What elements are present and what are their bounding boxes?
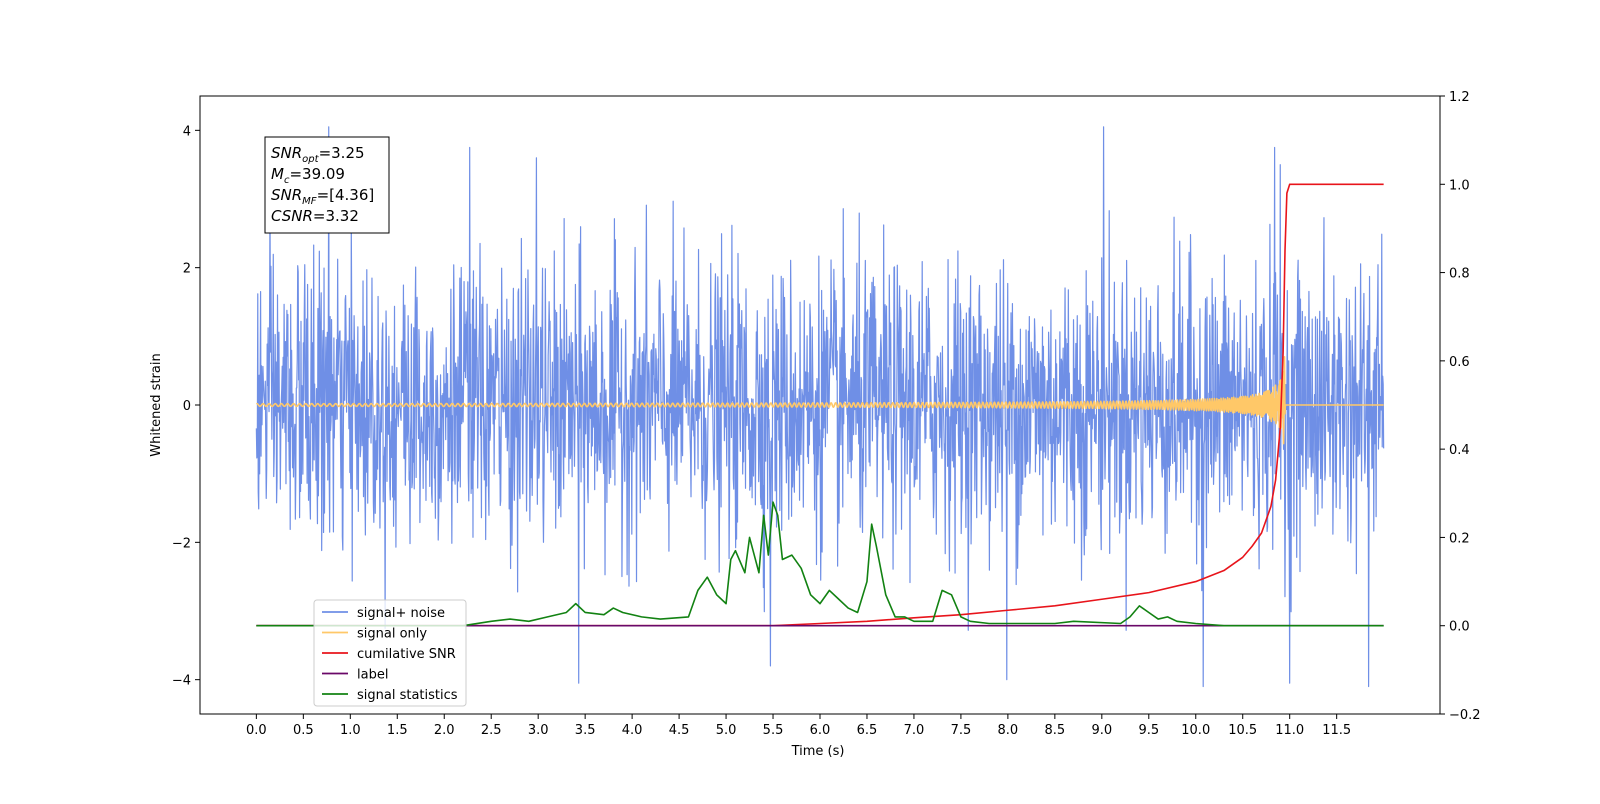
y-axis-left: −4 −2 0 2 4 <box>172 124 200 689</box>
x-tick-label: 8.0 <box>998 723 1019 738</box>
x-tick-label: 9.0 <box>1091 723 1112 738</box>
x-tick-label: 0.5 <box>293 723 314 738</box>
legend-label: cumilative SNR <box>357 647 456 662</box>
x-axis: 0.0 0.5 1.0 1.5 2.0 2.5 3.0 3.5 4.0 4.5 5.0 5.5 6.0 6… <box>246 714 1351 738</box>
x-tick-label: 3.5 <box>575 723 596 738</box>
x-tick-label: 11.5 <box>1322 723 1351 738</box>
legend: signal+ noise signal only cumilative SNR la… <box>313 599 467 707</box>
y2-tick-label: −0.2 <box>1449 708 1481 723</box>
x-tick-label: 4.5 <box>669 723 690 738</box>
x-tick-label: 8.5 <box>1045 723 1066 738</box>
y2-tick-label: 0.8 <box>1449 267 1470 282</box>
x-tick-label: 5.5 <box>763 723 784 738</box>
series-line-signal-noise <box>255 126 1385 688</box>
stats-line: SNRopt=3.25 <box>271 144 365 165</box>
x-tick-label: 11.0 <box>1275 723 1304 738</box>
series-line-signal-only <box>256 355 1384 445</box>
x-tick-label: 10.5 <box>1228 723 1257 738</box>
stats-box-frame <box>264 136 390 234</box>
y-tick-label: 2 <box>183 262 191 277</box>
x-tick-label: 6.5 <box>857 723 878 738</box>
x-tick-label: 1.0 <box>340 723 361 738</box>
y-axis-label: Whitened strain <box>149 353 164 456</box>
stats-line: CSNR=3.32 <box>271 207 359 225</box>
x-tick-label: 10.0 <box>1181 723 1210 738</box>
y-axis-right: −0.2 0.0 0.2 0.4 0.6 0.8 1.0 1.2 <box>1440 90 1481 723</box>
y2-tick-label: 1.2 <box>1449 90 1470 105</box>
y2-tick-label: 0.2 <box>1449 531 1470 546</box>
x-tick-label: 9.5 <box>1138 723 1159 738</box>
series-line-signal-statistics <box>256 501 1384 627</box>
y-tick-label: 0 <box>183 399 191 414</box>
legend-label: signal only <box>357 627 427 642</box>
y-tick-label: −2 <box>172 536 191 551</box>
x-tick-label: 7.0 <box>904 723 925 738</box>
x-tick-label: 6.0 <box>810 723 831 738</box>
x-tick-label: 4.0 <box>622 723 643 738</box>
x-axis-label: Time (s) <box>791 744 845 759</box>
x-tick-label: 1.5 <box>387 723 408 738</box>
y2-tick-label: 0.6 <box>1449 355 1470 370</box>
x-tick-label: 2.5 <box>481 723 502 738</box>
x-tick-label: 3.0 <box>528 723 549 738</box>
legend-label: signal statistics <box>357 688 458 703</box>
x-tick-label: 5.0 <box>716 723 737 738</box>
y-tick-label: −4 <box>172 674 191 689</box>
legend-label: signal+ noise <box>357 606 445 621</box>
y2-tick-label: 0.4 <box>1449 443 1470 458</box>
x-tick-label: 0.0 <box>246 723 267 738</box>
y2-tick-label: 1.0 <box>1449 178 1470 193</box>
stats-line: Mc=39.09 <box>271 165 345 186</box>
legend-frame <box>313 599 467 707</box>
legend-label: label <box>357 668 388 683</box>
x-tick-label: 7.5 <box>951 723 972 738</box>
y2-tick-label: 0.0 <box>1449 620 1470 635</box>
stats-line: SNRMF=[4.36] <box>271 186 374 207</box>
y-tick-label: 4 <box>183 124 191 139</box>
x-tick-label: 2.0 <box>434 723 455 738</box>
